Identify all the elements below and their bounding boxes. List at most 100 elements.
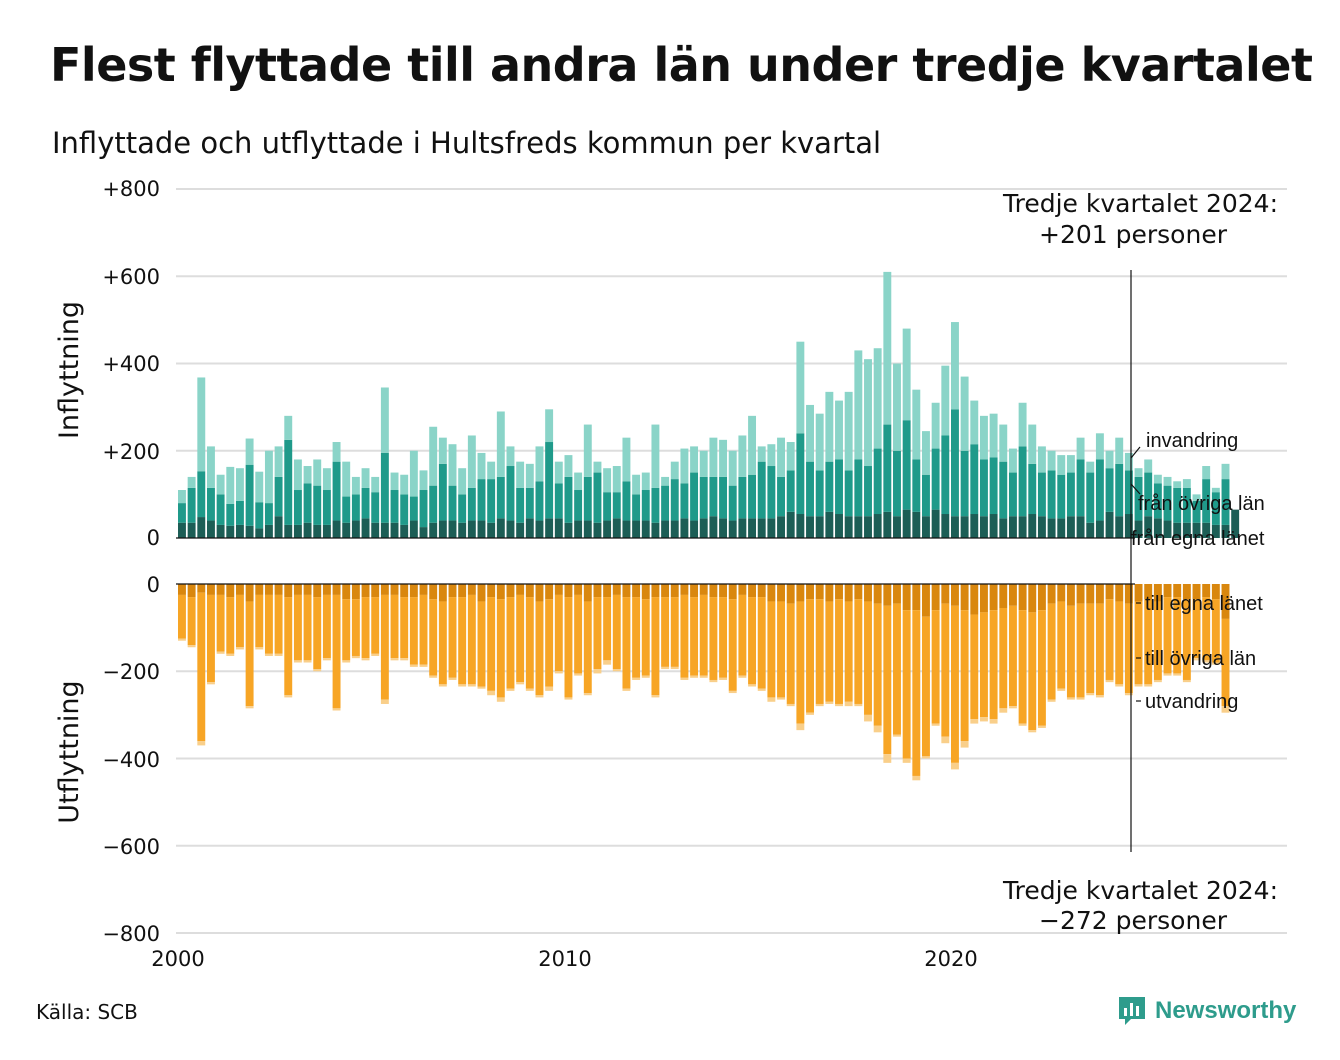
out-bar-emigration-76 bbox=[912, 775, 921, 781]
label-fran-ovriga-lan: från övriga län bbox=[1138, 493, 1265, 515]
in-bar-other-93 bbox=[1076, 459, 1085, 517]
out-bar-other-66 bbox=[815, 599, 824, 704]
newsworthy-logo-text: Newsworthy bbox=[1155, 997, 1297, 1024]
out-bar-own-53 bbox=[690, 584, 699, 598]
out-bar-other-56 bbox=[719, 597, 728, 678]
in-bar-other-16 bbox=[332, 461, 341, 521]
out-bar-own-82 bbox=[970, 584, 979, 615]
in-bar-immigration-56 bbox=[719, 439, 728, 477]
out-bar-own-51 bbox=[670, 584, 679, 598]
in-bar-other-88 bbox=[1028, 463, 1037, 515]
in-bar-own-59 bbox=[748, 518, 757, 538]
y-axis-title-bottom: Utflyttning bbox=[54, 680, 85, 823]
in-bar-immigration-72 bbox=[873, 348, 882, 449]
out-bar-own-12 bbox=[293, 584, 302, 595]
out-bar-own-105 bbox=[1192, 584, 1201, 600]
in-bar-own-103 bbox=[1173, 522, 1182, 538]
out-bar-other-32 bbox=[487, 597, 496, 691]
in-bar-immigration-76 bbox=[912, 389, 921, 460]
out-bar-emigration-55 bbox=[709, 679, 718, 683]
out-bar-own-87 bbox=[1018, 584, 1027, 611]
in-bar-immigration-14 bbox=[313, 459, 322, 486]
in-bar-immigration-86 bbox=[1008, 448, 1017, 473]
in-bar-immigration-95 bbox=[1095, 433, 1104, 460]
in-bar-own-43 bbox=[593, 522, 602, 538]
in-bar-own-82 bbox=[970, 514, 979, 538]
in-bar-immigration-11 bbox=[284, 415, 293, 440]
in-bar-other-85 bbox=[999, 461, 1008, 519]
in-bar-own-27 bbox=[438, 520, 447, 538]
out-bar-other-21 bbox=[380, 594, 389, 700]
out-bar-emigration-31 bbox=[477, 686, 486, 689]
out-bar-own-83 bbox=[979, 584, 988, 613]
out-bar-emigration-30 bbox=[467, 684, 476, 687]
out-bar-own-18 bbox=[351, 584, 360, 600]
in-bar-other-44 bbox=[603, 492, 612, 521]
out-bar-own-56 bbox=[719, 584, 728, 598]
out-bar-other-107 bbox=[1211, 599, 1220, 663]
out-bar-emigration-16 bbox=[332, 708, 341, 711]
in-bar-own-20 bbox=[371, 522, 380, 538]
out-bar-emigration-24 bbox=[409, 664, 418, 667]
out-bar-emigration-108 bbox=[1221, 706, 1230, 713]
in-bar-own-16 bbox=[332, 520, 341, 538]
in-bar-own-37 bbox=[535, 520, 544, 538]
in-bar-own-77 bbox=[922, 516, 930, 538]
in-bar-other-4 bbox=[216, 494, 225, 525]
out-bar-own-30 bbox=[467, 584, 476, 595]
out-bar-own-22 bbox=[390, 584, 399, 595]
y-tick-bottom-200: −200 bbox=[102, 660, 160, 684]
in-bar-other-98 bbox=[1124, 470, 1133, 515]
out-bar-own-58 bbox=[738, 584, 747, 595]
out-bar-other-41 bbox=[574, 594, 583, 674]
out-bar-own-92 bbox=[1066, 584, 1075, 606]
in-bar-other-11 bbox=[284, 439, 293, 525]
out-bar-other-46 bbox=[622, 597, 631, 689]
in-bar-other-37 bbox=[535, 481, 544, 521]
out-bar-other-4 bbox=[216, 594, 225, 652]
out-bar-emigration-21 bbox=[380, 699, 389, 704]
out-bar-other-8 bbox=[255, 594, 264, 648]
in-bar-immigration-107 bbox=[1211, 487, 1220, 493]
in-bar-other-105 bbox=[1192, 500, 1201, 523]
out-bar-emigration-12 bbox=[293, 660, 302, 663]
in-bar-other-94 bbox=[1086, 472, 1095, 523]
in-bar-other-41 bbox=[574, 490, 583, 521]
in-bar-immigration-68 bbox=[835, 400, 843, 460]
out-bar-other-36 bbox=[525, 597, 534, 689]
out-bar-own-54 bbox=[699, 584, 708, 595]
out-bar-other-16 bbox=[332, 594, 341, 709]
in-bar-immigration-100 bbox=[1144, 459, 1153, 473]
in-bar-own-49 bbox=[651, 522, 660, 538]
out-bar-own-72 bbox=[873, 584, 882, 604]
in-bar-own-81 bbox=[960, 516, 969, 538]
in-bar-immigration-99 bbox=[1134, 468, 1143, 477]
out-bar-own-37 bbox=[535, 584, 544, 602]
in-bar-immigration-92 bbox=[1066, 455, 1075, 473]
in-bar-other-101 bbox=[1153, 483, 1162, 519]
in-bar-own-65 bbox=[806, 516, 814, 538]
out-bar-own-102 bbox=[1163, 584, 1172, 598]
in-bar-own-47 bbox=[632, 520, 641, 538]
in-bar-own-46 bbox=[622, 520, 631, 538]
out-bar-own-69 bbox=[844, 584, 853, 602]
out-bar-own-0 bbox=[178, 584, 186, 595]
out-bar-own-20 bbox=[371, 584, 380, 598]
out-bar-other-67 bbox=[825, 601, 834, 702]
out-bar-emigration-71 bbox=[864, 714, 872, 722]
out-bar-own-15 bbox=[322, 584, 331, 595]
in-bar-immigration-7 bbox=[245, 438, 254, 465]
out-bar-own-36 bbox=[525, 584, 534, 598]
out-bar-own-98 bbox=[1124, 584, 1133, 604]
annotation-top-line2: +201 personer bbox=[1039, 220, 1228, 249]
out-bar-own-73 bbox=[883, 584, 892, 606]
in-bar-immigration-97 bbox=[1115, 437, 1124, 464]
out-bar-other-52 bbox=[680, 594, 689, 678]
out-bar-emigration-89 bbox=[1037, 725, 1046, 728]
out-bar-other-40 bbox=[564, 597, 573, 698]
in-bar-immigration-87 bbox=[1018, 402, 1027, 447]
out-bar-other-88 bbox=[1028, 612, 1037, 731]
out-bar-own-7 bbox=[245, 584, 254, 602]
in-bar-other-35 bbox=[516, 487, 525, 523]
in-bar-immigration-73 bbox=[883, 271, 892, 425]
